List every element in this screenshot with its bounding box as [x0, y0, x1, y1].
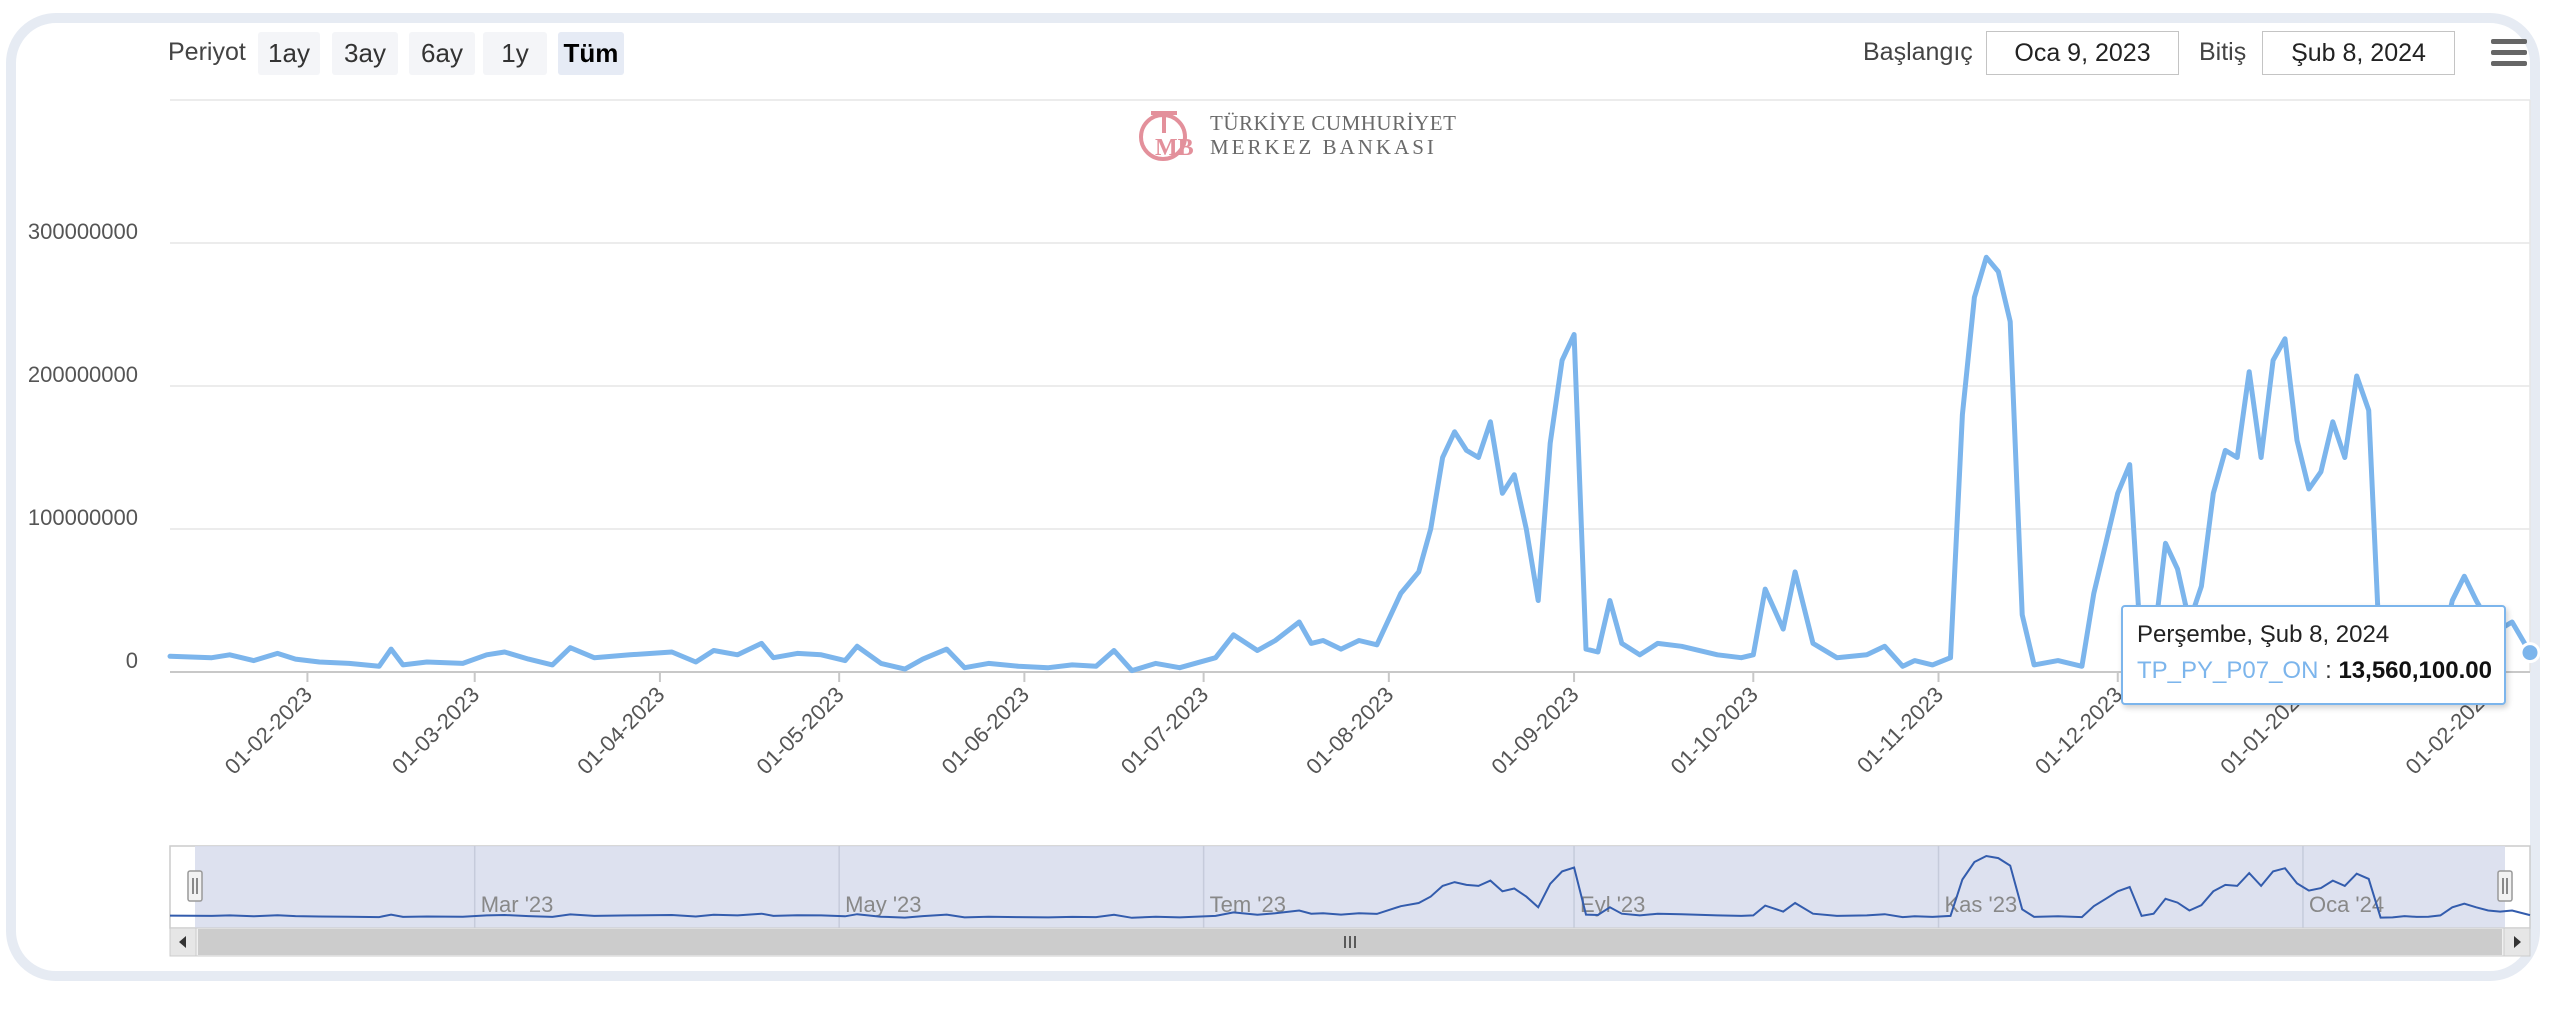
y-tick-label: 300000000: [28, 219, 138, 244]
tooltip-series: TP_PY_P07_ON: [2137, 657, 2319, 684]
scroll-right-button[interactable]: [2503, 927, 2531, 957]
y-tick-label: 0: [126, 648, 138, 673]
navigator-right-handle[interactable]: [2497, 870, 2513, 902]
x-tick-label: 01-11-2023: [1852, 682, 1948, 778]
series-group: [167, 254, 2541, 674]
end-date-input[interactable]: Şub 8, 2024: [2262, 31, 2455, 75]
navigator-label: Mar '23: [481, 892, 554, 917]
x-tick-label: 01-09-2023: [1486, 682, 1583, 779]
logo-line2: MERKEZ BANKASI: [1210, 135, 1437, 159]
start-date-input[interactable]: Oca 9, 2023: [1986, 31, 2179, 75]
hover-marker: [2519, 642, 2541, 664]
end-date-label: Bitiş: [2199, 38, 2247, 66]
svg-text:MB: MB: [1155, 135, 1194, 161]
x-tick-label: 01-03-2023: [387, 682, 484, 779]
navigator-label: May '23: [845, 892, 921, 917]
series-line: [167, 254, 2533, 674]
navigator-label: Eyl '23: [1580, 892, 1645, 917]
x-tick-label: 01-05-2023: [751, 682, 848, 779]
tooltip-value: 13,560,100.00: [2338, 657, 2492, 684]
x-tick-label: 01-08-2023: [1301, 682, 1398, 779]
navigator-series-line: [169, 854, 2531, 919]
x-tick-label: 01-07-2023: [1116, 682, 1213, 779]
range-button-1y[interactable]: 1y: [483, 32, 547, 75]
x-tick-label: 01-02-2023: [220, 682, 317, 779]
tooltip-date: Perşembe, Şub 8, 2024: [2137, 621, 2390, 648]
arrow-right-icon: [2514, 936, 2521, 948]
navigator[interactable]: Mar '23 May '23 Tem '23 Eyl '23 Kas '23 Oca '…: [169, 845, 2531, 957]
navigator-label: Oca '24: [2309, 892, 2384, 917]
x-tick-label: 01-10-2023: [1666, 682, 1763, 779]
x-tick-label: 01-04-2023: [572, 682, 669, 779]
y-axis-labels: 0 100000000 200000000 300000000: [28, 219, 138, 673]
x-tick-label: 01-06-2023: [937, 682, 1034, 779]
arrow-left-icon: [179, 936, 186, 948]
y-tick-label: 200000000: [28, 362, 138, 387]
navigator-left-handle[interactable]: [187, 870, 203, 902]
cbrt-seal-icon: MB: [1139, 111, 1194, 161]
range-button-1ay[interactable]: 1ay: [258, 32, 320, 75]
cbrt-logo: MB TÜRKİYE CUMHURİYET MERKEZ BANKASI: [1133, 105, 1456, 165]
x-tick-label: 01-12-2023: [2030, 682, 2127, 779]
logo-line1: TÜRKİYE CUMHURİYET: [1210, 111, 1457, 135]
range-button-all[interactable]: Tüm: [558, 32, 624, 75]
grid: [170, 99, 2531, 682]
navigator-label: Kas '23: [1945, 892, 2018, 917]
start-date-label: Başlangıç: [1863, 38, 1973, 66]
hamburger-menu-icon[interactable]: [2491, 39, 2527, 71]
y-tick-label: 100000000: [28, 505, 138, 530]
range-button-3ay[interactable]: 3ay: [332, 32, 398, 75]
period-label: Periyot: [168, 38, 246, 66]
tooltip: Perşembe, Şub 8, 2024 TP_PY_P07_ON : 13,…: [2121, 605, 2506, 705]
range-button-6ay[interactable]: 6ay: [409, 32, 475, 75]
